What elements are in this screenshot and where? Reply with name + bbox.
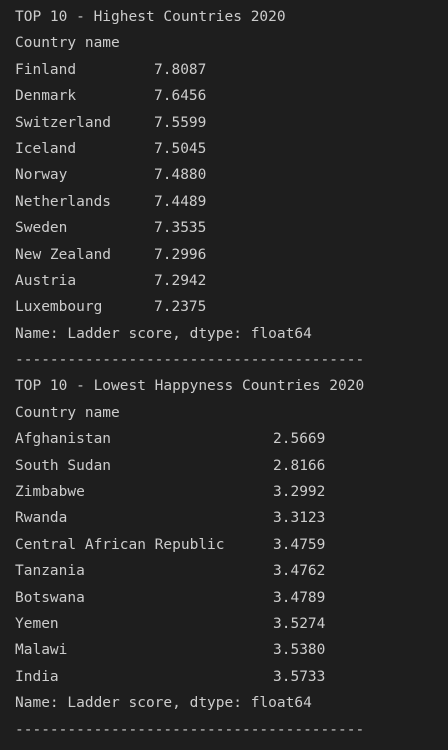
country-cell: Zimbabwe [15, 484, 85, 501]
score-cell: 3.5733 [273, 668, 326, 685]
country-cell: India [15, 668, 59, 685]
table-row: Luxembourg 7.2375 [15, 294, 440, 320]
country-cell: Tanzania [15, 563, 85, 580]
top-footer: Name: Ladder score, dtype: float64 [15, 325, 312, 342]
country-cell: Finland [15, 61, 77, 78]
table-row: Switzerland 7.5599 [15, 110, 440, 136]
country-cell: Central African Republic [15, 536, 225, 553]
table-row: Malawi 3.5380 [15, 637, 440, 663]
score-cell: 7.2942 [154, 272, 207, 289]
table-row: Zimbabwe 3.2992 [15, 479, 440, 505]
score-cell: 3.5274 [273, 615, 326, 632]
score-cell: 3.5380 [273, 642, 326, 659]
score-cell: 7.5045 [154, 140, 207, 157]
top-separator: ---------------------------------------- [15, 352, 365, 369]
score-cell: 7.5599 [154, 114, 207, 131]
table-row: Finland 7.8087 [15, 57, 440, 83]
table-row: Yemen 3.5274 [15, 611, 440, 637]
score-cell: 3.4789 [273, 589, 326, 606]
table-row: India 3.5733 [15, 664, 440, 690]
table-row: New Zealand 7.2996 [15, 242, 440, 268]
table-row: Austria 7.2942 [15, 268, 440, 294]
score-cell: 7.6456 [154, 88, 207, 105]
bottom-footer: Name: Ladder score, dtype: float64 [15, 695, 312, 712]
score-cell: 7.2996 [154, 246, 207, 263]
score-cell: 7.2375 [154, 299, 207, 316]
bottom-title: TOP 10 - Lowest Happyness Countries 2020 [15, 378, 365, 395]
country-cell: South Sudan [15, 457, 112, 474]
bottom-index-name: Country name [15, 404, 120, 421]
country-cell: Sweden [15, 220, 68, 237]
bottom-separator: ---------------------------------------- [15, 721, 365, 738]
country-cell: Yemen [15, 615, 59, 632]
country-cell: Iceland [15, 140, 77, 157]
table-row: Netherlands 7.4489 [15, 189, 440, 215]
top-title: TOP 10 - Highest Countries 2020 [15, 9, 286, 25]
country-cell: Luxembourg [15, 299, 103, 316]
table-row: Central African Republic 3.4759 [15, 532, 440, 558]
score-cell: 7.8087 [154, 61, 207, 78]
table-row: Norway 7.4880 [15, 162, 440, 188]
table-row: Botswana 3.4789 [15, 585, 440, 611]
country-cell: Switzerland [15, 114, 112, 131]
top-index-name: Country name [15, 35, 120, 52]
score-cell: 2.8166 [273, 457, 326, 474]
score-cell: 2.5669 [273, 431, 326, 448]
score-cell: 3.2992 [273, 484, 326, 501]
table-row: Sweden 7.3535 [15, 215, 440, 241]
country-cell: Norway [15, 167, 68, 184]
score-cell: 3.3123 [273, 510, 326, 527]
score-cell: 7.4489 [154, 193, 207, 210]
table-row: Denmark 7.6456 [15, 83, 440, 109]
score-cell: 3.4759 [273, 536, 326, 553]
table-row: Tanzania 3.4762 [15, 558, 440, 584]
country-cell: Austria [15, 272, 77, 289]
country-cell: Afghanistan [15, 431, 112, 448]
table-row: Rwanda 3.3123 [15, 505, 440, 531]
score-cell: 7.3535 [154, 220, 207, 237]
country-cell: Denmark [15, 88, 77, 105]
country-cell: New Zealand [15, 246, 112, 263]
country-cell: Rwanda [15, 510, 68, 527]
country-cell: Botswana [15, 589, 85, 606]
country-cell: Malawi [15, 642, 68, 659]
score-cell: 3.4762 [273, 563, 326, 580]
score-cell: 7.4880 [154, 167, 207, 184]
table-row: Afghanistan 2.5669 [15, 426, 440, 452]
country-cell: Netherlands [15, 193, 112, 210]
output-console: TOP 10 - Highest Countries 2020 Country … [15, 4, 440, 743]
table-row: Iceland 7.5045 [15, 136, 440, 162]
table-row: South Sudan 2.8166 [15, 453, 440, 479]
